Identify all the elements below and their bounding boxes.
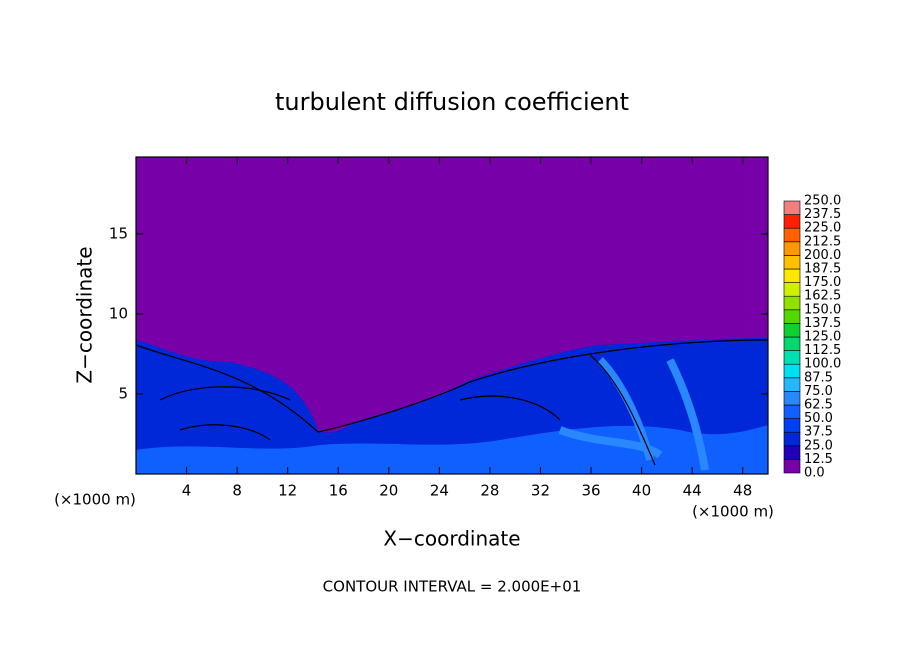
x-tick-label: 48: [733, 482, 752, 500]
colorbar-label: 137.5: [804, 316, 841, 331]
colorbar-bin: [783, 227, 801, 243]
colorbar-label: 50.0: [804, 411, 833, 426]
colorbar-bin: [783, 323, 801, 338]
colorbar-label: 187.5: [804, 262, 841, 277]
colorbar-label: 37.5: [804, 425, 833, 440]
colorbar-label: 150.0: [804, 302, 841, 317]
colorbar-bin: [783, 459, 801, 474]
colorbar-label: 250.0: [804, 194, 841, 209]
colorbar-label: 175.0: [804, 275, 841, 290]
x-unit-label: (×1000 m): [54, 491, 136, 509]
turbulent-layer-core: [136, 425, 768, 474]
colorbar-label: 200.0: [804, 248, 841, 263]
x-tick-label: 8: [232, 482, 242, 500]
y-axis-label: Z−coordinate: [73, 246, 97, 383]
footer: CONTOUR INTERVAL = 2.000E+01: [323, 578, 582, 596]
colorbar-label: 100.0: [804, 357, 841, 372]
field: [135, 157, 769, 474]
colorbar-label: 125.0: [804, 330, 841, 345]
x-unit-label: (×1000 m): [692, 503, 774, 521]
chart-title: turbulent diffusion coefficient: [275, 88, 629, 116]
x-tick-label: 44: [683, 482, 702, 500]
colorbar-bin: [783, 214, 801, 229]
plot-frame: [135, 156, 769, 475]
colorbar-label: 87.5: [804, 370, 833, 385]
x-tick-label: 12: [278, 482, 297, 500]
contour-line: [159, 354, 656, 466]
x-tick-label: 32: [531, 482, 550, 500]
colorbar-label: 237.5: [804, 207, 841, 222]
colorbar-bin: [783, 445, 801, 460]
colorbar-bin: [783, 431, 801, 447]
contour-line: [135, 339, 769, 433]
colorbar-bin: [783, 309, 801, 324]
colorbar-label: 212.5: [804, 234, 841, 249]
y-tick-label: 15: [109, 224, 128, 242]
y-tick-label: 10: [109, 304, 128, 322]
colorbar-bin: [783, 350, 801, 365]
turbulent-streak: [558, 357, 709, 471]
colorbar-label: 25.0: [804, 438, 833, 453]
colorbar-label: 112.5: [804, 343, 841, 358]
colorbar-bin: [783, 377, 801, 392]
x-tick-label: 40: [632, 482, 651, 500]
x-tick-label: 20: [379, 482, 398, 500]
x-tick-label: 24: [430, 482, 449, 500]
y-tick-label: 5: [118, 384, 128, 402]
colorbar-bin: [783, 268, 801, 283]
x-tick-label: 16: [329, 482, 348, 500]
colorbar-bin: [783, 241, 801, 256]
colorbar-bin: [783, 200, 801, 215]
colorbar-bin: [783, 363, 801, 379]
colorbar-label: 0.0: [804, 466, 825, 481]
colorbar-bin: [783, 295, 801, 311]
colorbar-bin: [783, 391, 801, 406]
colorbar-bin: [783, 255, 801, 270]
x-tick-label: 4: [182, 482, 192, 500]
colorbar-label: 12.5: [804, 452, 833, 467]
colorbar-label: 162.5: [804, 289, 841, 304]
x-tick-label: 28: [480, 482, 499, 500]
colorbar-bin: [783, 418, 801, 433]
x-axis-label: X−coordinate: [383, 527, 520, 551]
colorbar-bin: [783, 404, 801, 419]
colorbar-bin: [783, 282, 801, 297]
colorbar-label: 62.5: [804, 398, 833, 413]
colorbar-label: 75.0: [804, 384, 833, 399]
colorbar-label: 225.0: [804, 221, 841, 236]
colorbar-bin: [783, 336, 801, 351]
x-tick-label: 36: [581, 482, 600, 500]
